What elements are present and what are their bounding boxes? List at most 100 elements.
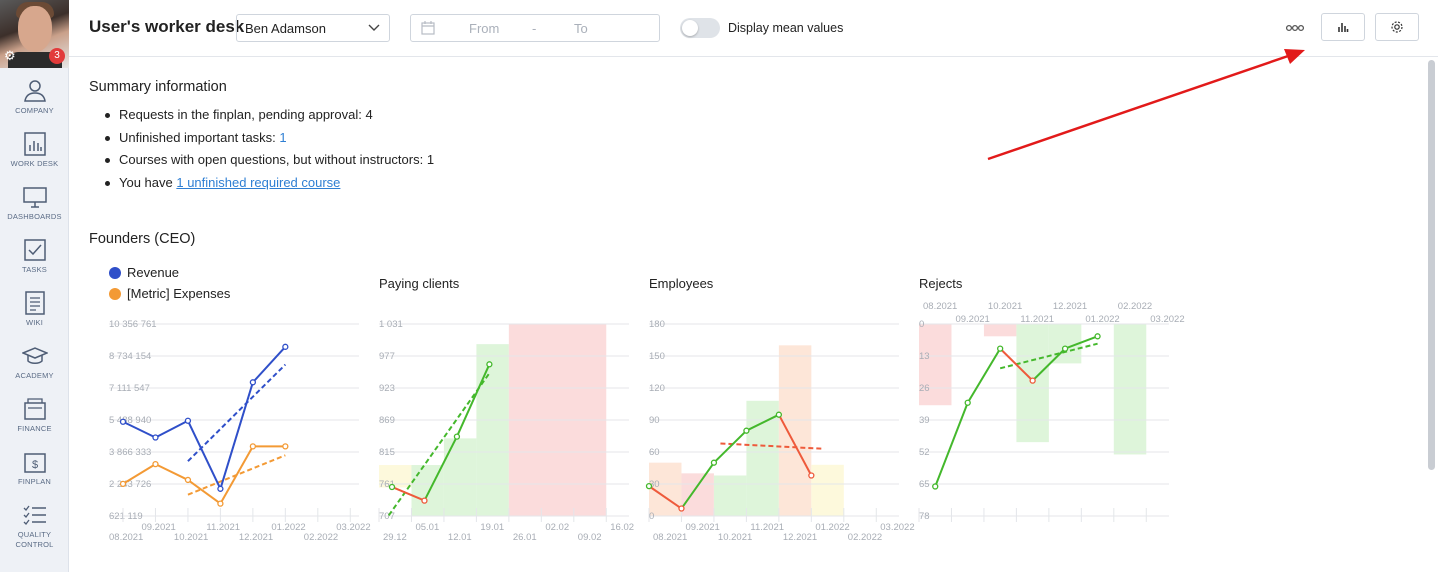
data-point	[217, 500, 224, 507]
list-item: Requests in the finplan, pending approva…	[105, 107, 434, 130]
y-tick-label: 60	[649, 447, 660, 458]
trend-line	[720, 442, 825, 450]
list-item: Courses with open questions, but without…	[105, 152, 434, 175]
x-tick-label: 09.2021	[955, 314, 989, 325]
sidebar-item-dashboards[interactable]: DASHBOARDS	[0, 184, 69, 222]
x-tick-label: 02.2022	[304, 532, 338, 543]
page-title: User's worker desk	[89, 17, 245, 36]
series-segment	[934, 402, 969, 487]
x-tick-label: 09.2021	[141, 522, 175, 533]
x-tick-label: 09.2021	[685, 522, 719, 533]
list-item: You have 1 unfinished required course	[105, 175, 434, 198]
chart-view-button[interactable]	[1321, 13, 1365, 41]
y-tick-label: 26	[919, 383, 930, 394]
data-point	[678, 505, 685, 512]
series-segment	[187, 420, 222, 490]
x-tick-label: 09.02	[578, 532, 602, 543]
y-tick-label: 707	[379, 511, 395, 522]
x-tick-label: 11.2021	[206, 522, 240, 533]
sidebar-item-finplan[interactable]: $ FINPLAN	[0, 449, 69, 487]
data-point	[152, 434, 159, 441]
section-title: Founders (CEO)	[89, 231, 196, 247]
sidebar-item-academy[interactable]: ACADEMY	[0, 343, 69, 381]
mean-values-toggle[interactable]	[680, 18, 720, 38]
chart-employees: 180 150 120 90 60 30 0 08.202109.202110.202111.…	[645, 319, 915, 543]
x-tick-label: 11.2021	[1020, 314, 1054, 325]
chart-band	[778, 345, 812, 516]
sidebar-item-wiki[interactable]: WIKI	[0, 290, 69, 328]
sidebar-item-label: COMPANY	[15, 106, 54, 115]
y-tick-label: 10 356 761	[109, 319, 157, 330]
sidebar-item-finance[interactable]: FINANCE	[0, 396, 69, 434]
series-segment	[122, 420, 156, 439]
svg-text:$: $	[31, 459, 37, 471]
series-segment	[219, 445, 254, 505]
data-point	[119, 480, 127, 488]
chart-band	[1113, 324, 1147, 455]
sidebar-item-work-desk[interactable]: WORK DESK	[0, 131, 69, 169]
date-range-picker[interactable]: From - To	[410, 14, 660, 42]
date-separator: -	[532, 21, 537, 36]
series-segment	[423, 436, 458, 502]
series-segment	[155, 419, 189, 439]
x-tick-label: 03.2022	[880, 522, 914, 533]
scrollbar[interactable]	[1426, 58, 1436, 572]
course-link[interactable]: 1 unfinished required course	[176, 174, 341, 190]
sidebar-item-company[interactable]: COMPANY	[0, 78, 69, 116]
data-point	[119, 418, 127, 425]
more-options-button[interactable]	[1281, 16, 1309, 40]
date-to-input[interactable]: To	[574, 21, 588, 36]
x-tick-label: 02.2022	[848, 532, 882, 543]
legend-item-revenue[interactable]: Revenue	[109, 265, 230, 286]
graduation-cap-icon	[21, 347, 48, 364]
tasks-link[interactable]: 1	[279, 129, 287, 145]
x-tick-label: 12.2021	[239, 532, 273, 543]
series-segment	[999, 347, 1034, 382]
data-point	[1094, 333, 1101, 340]
x-tick-label: 01.2022	[1085, 314, 1119, 325]
sidebar-item-tasks[interactable]: TASKS	[0, 237, 69, 275]
checkbox-icon	[23, 239, 46, 261]
data-point	[1061, 345, 1069, 352]
data-point	[217, 485, 224, 492]
y-tick-label: 815	[379, 447, 395, 458]
monitor-icon	[22, 187, 47, 208]
data-point	[388, 483, 396, 491]
data-point	[184, 476, 192, 484]
legend-item-expenses[interactable]: [Metric] Expenses	[109, 286, 230, 307]
x-tick-label: 10.2021	[718, 532, 752, 543]
data-point	[743, 427, 750, 434]
x-tick-label: 12.2021	[1053, 301, 1087, 312]
notification-badge[interactable]: 3	[49, 48, 65, 64]
chevron-down-icon	[368, 24, 380, 31]
list-item: Unfinished important tasks: 1	[105, 130, 434, 153]
trend-line	[187, 363, 287, 462]
x-tick-label: 02.2022	[1118, 301, 1152, 312]
sidebar-item-quality-control[interactable]: QUALITY CONTROL	[0, 502, 69, 550]
x-tick-label: 12.01	[448, 532, 472, 543]
chart-title-employees: Employees	[649, 276, 714, 291]
data-point	[282, 443, 289, 450]
document-icon	[24, 291, 45, 315]
chart-rejects: 0 13 26 39 52 65 78 08.2021 09.2021 10.2021 11.202…	[918, 301, 1185, 522]
summary-list: Requests in the finplan, pending approva…	[105, 107, 434, 197]
date-from-input[interactable]: From	[469, 21, 500, 36]
user-select[interactable]: Ben Adamson	[236, 14, 390, 42]
sidebar-item-label: WIKI	[25, 318, 44, 327]
bar-chart-icon	[23, 132, 46, 156]
chart-band	[713, 475, 747, 516]
chart-title-paying-clients: Paying clients	[379, 276, 460, 291]
x-tick-label: 05.01	[415, 522, 439, 533]
x-tick-label: 29.12	[383, 532, 407, 543]
x-tick-label: 16.02	[610, 522, 634, 533]
settings-button[interactable]	[1375, 13, 1419, 41]
sidebar-item-label: WORK DESK	[10, 159, 59, 168]
data-point	[152, 461, 159, 468]
summary-title: Summary information	[89, 79, 227, 95]
x-tick-label: 19.01	[480, 522, 504, 533]
data-point	[964, 399, 971, 406]
series-segment	[155, 463, 189, 481]
avatar[interactable]: ⚙ 3	[0, 0, 69, 68]
settings-gear-icon[interactable]: ⚙	[4, 48, 16, 63]
